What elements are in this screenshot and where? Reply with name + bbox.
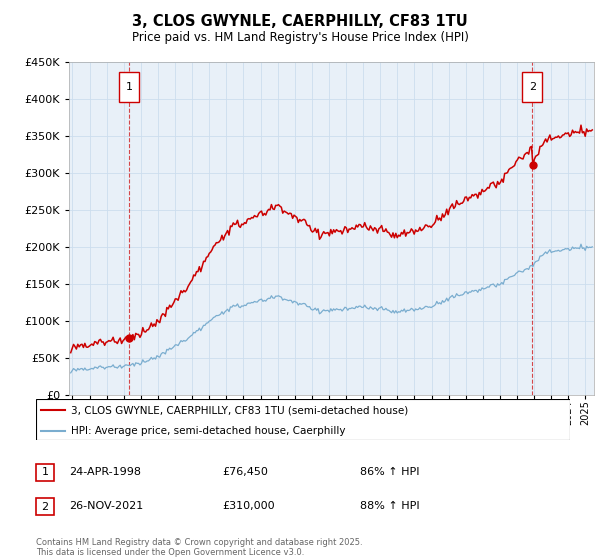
Text: Contains HM Land Registry data © Crown copyright and database right 2025.
This d: Contains HM Land Registry data © Crown c…	[36, 538, 362, 557]
FancyBboxPatch shape	[523, 72, 542, 101]
Text: 3, CLOS GWYNLE, CAERPHILLY, CF83 1TU (semi-detached house): 3, CLOS GWYNLE, CAERPHILLY, CF83 1TU (se…	[71, 405, 408, 415]
Text: 1: 1	[125, 82, 133, 92]
Text: Price paid vs. HM Land Registry's House Price Index (HPI): Price paid vs. HM Land Registry's House …	[131, 31, 469, 44]
Text: 88% ↑ HPI: 88% ↑ HPI	[360, 501, 419, 511]
Text: £310,000: £310,000	[222, 501, 275, 511]
Text: 26-NOV-2021: 26-NOV-2021	[69, 501, 143, 511]
Text: 3, CLOS GWYNLE, CAERPHILLY, CF83 1TU: 3, CLOS GWYNLE, CAERPHILLY, CF83 1TU	[132, 14, 468, 29]
Text: HPI: Average price, semi-detached house, Caerphilly: HPI: Average price, semi-detached house,…	[71, 426, 345, 436]
Text: 2: 2	[529, 82, 536, 92]
FancyBboxPatch shape	[119, 72, 139, 101]
Text: 24-APR-1998: 24-APR-1998	[69, 466, 141, 477]
Text: 1: 1	[41, 468, 49, 478]
Text: 86% ↑ HPI: 86% ↑ HPI	[360, 466, 419, 477]
Text: 2: 2	[41, 502, 49, 512]
Text: £76,450: £76,450	[222, 466, 268, 477]
